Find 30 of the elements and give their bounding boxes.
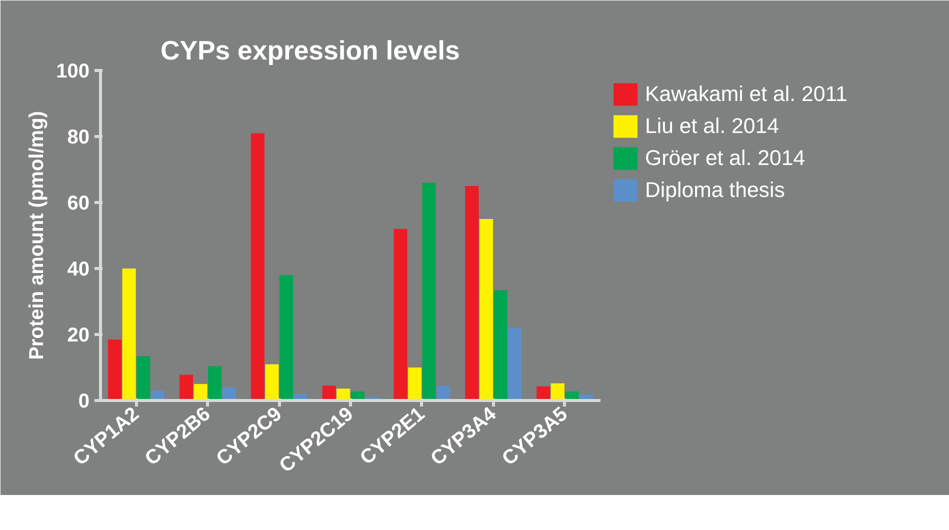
bar xyxy=(250,133,264,400)
legend-label: Liu et al. 2014 xyxy=(645,114,779,138)
y-tick-label: 20 xyxy=(67,324,90,346)
bar xyxy=(194,384,208,400)
bar xyxy=(422,182,436,400)
bar xyxy=(322,386,336,400)
y-axis-title: Protein amount (pmol/mg) xyxy=(26,111,48,360)
bar xyxy=(122,268,136,400)
bar xyxy=(479,219,493,400)
bar xyxy=(408,368,422,400)
y-tick-label: 100 xyxy=(56,60,90,82)
bar xyxy=(279,275,293,400)
bar xyxy=(108,339,122,400)
bar xyxy=(136,356,150,400)
y-tick-label: 60 xyxy=(67,192,90,214)
bar xyxy=(494,290,508,400)
bar xyxy=(394,228,408,400)
bar xyxy=(465,186,479,400)
bar xyxy=(436,386,450,400)
y-tick-label: 80 xyxy=(67,126,90,148)
bar xyxy=(508,328,522,400)
chart-title: CYPs expression levels xyxy=(160,36,460,66)
legend-label: Gröer et al. 2014 xyxy=(645,146,806,170)
y-tick-label: 0 xyxy=(78,390,90,412)
legend-label: Diploma thesis xyxy=(645,178,785,202)
y-tick-label: 40 xyxy=(67,258,90,280)
legend-label: Kawakami et al. 2011 xyxy=(645,82,848,106)
bar xyxy=(179,374,193,400)
bar xyxy=(208,366,222,400)
bar xyxy=(265,364,279,400)
